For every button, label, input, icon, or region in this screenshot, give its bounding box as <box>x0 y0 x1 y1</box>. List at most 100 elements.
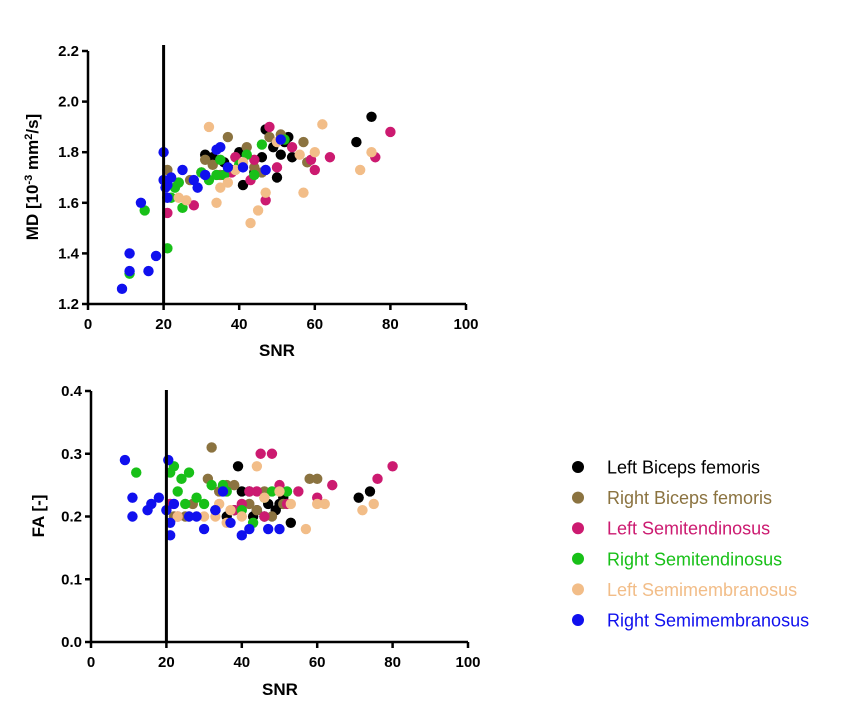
md-x-tick-label: 60 <box>306 316 323 333</box>
md-point-series-5 <box>135 197 147 208</box>
fa-point-series-5 <box>168 498 180 510</box>
md-point-series-0 <box>366 111 377 122</box>
md-point-series-3 <box>173 177 184 188</box>
fa-point-series-4 <box>285 498 297 510</box>
fa-y-tick-label: 0.1 <box>61 571 82 588</box>
md-y-title-tail: /s] <box>23 114 42 134</box>
md-x-tick-label: 40 <box>231 316 248 333</box>
fa-point-series-5 <box>191 511 202 522</box>
md-y-tick-label: 2.0 <box>58 94 79 111</box>
legend-marker <box>572 614 584 626</box>
md-y-title-exp2: 2 <box>23 134 35 140</box>
fa-point-series-0 <box>236 486 247 497</box>
fa-y-tick-label: 0.0 <box>61 634 82 651</box>
md-point-series-5 <box>192 182 203 193</box>
md-point-series-4 <box>317 119 328 130</box>
fa-point-series-0 <box>285 517 297 528</box>
legend-label: Left Semitendinosus <box>607 519 770 539</box>
fa-point-series-4 <box>357 505 368 516</box>
fa-point-series-5 <box>210 505 221 516</box>
md-y-title-base: MD [10 <box>23 184 42 240</box>
md-x-axis-title: SNR <box>259 341 295 360</box>
md-point-series-4 <box>203 121 215 133</box>
fa-point-series-1 <box>266 511 278 522</box>
fa-point-series-4 <box>225 505 236 516</box>
fa-point-series-4 <box>251 461 263 472</box>
legend-marker <box>572 522 584 535</box>
md-point-series-5 <box>116 283 128 295</box>
md-y-tick-label: 2.2 <box>58 43 79 60</box>
fa-point-series-5 <box>119 454 131 466</box>
md-y-title-exp1: -3 <box>23 175 35 185</box>
md-point-series-3 <box>249 169 260 181</box>
fa-point-series-5 <box>274 523 285 535</box>
fa-point-series-0 <box>353 492 364 503</box>
fa-point-series-5 <box>244 523 255 535</box>
md-y-tick-label: 1.8 <box>58 144 79 161</box>
md-point-series-0 <box>351 136 362 148</box>
md-point-series-4 <box>366 147 377 158</box>
fa-y-tick-label: 0.3 <box>61 446 82 463</box>
md-point-series-4 <box>245 217 256 229</box>
fa-point-series-5 <box>217 486 229 497</box>
fa-point-series-0 <box>364 486 376 497</box>
md-point-series-2 <box>324 152 336 163</box>
fa-point-series-2 <box>259 511 270 522</box>
md-point-series-3 <box>256 139 268 150</box>
fa-point-series-4 <box>300 523 312 535</box>
md-x-tick-label: 80 <box>382 316 399 333</box>
fa-ticks: 0 20 40 60 80 100 0.0 0.1 0.2 0.3 0.4 <box>61 383 480 671</box>
md-x-tick-label: 0 <box>84 316 92 333</box>
md-y-tick-label: 1.6 <box>58 195 79 212</box>
md-point-series-3 <box>211 169 222 181</box>
md-point-series-2 <box>271 162 283 173</box>
fa-point-series-5 <box>183 511 195 522</box>
fa-x-tick-label: 60 <box>309 654 326 671</box>
md-ticks: 0 20 40 60 80 100 1.2 1.4 1.6 1.8 2.0 2.2 <box>58 43 478 333</box>
fa-point-series-4 <box>274 486 285 497</box>
md-point-series-2 <box>260 195 271 206</box>
fa-point-series-1 <box>251 505 263 516</box>
md-point-series-5 <box>222 162 234 173</box>
md-point-series-2 <box>264 121 275 133</box>
fa-point-series-2 <box>372 473 383 485</box>
md-point-series-5 <box>150 250 162 262</box>
fa-point-series-5 <box>163 454 174 466</box>
legend-label: Left Biceps femoris <box>607 458 760 478</box>
fa-point-series-3 <box>172 486 183 497</box>
md-y-axis-title: MD [10-3 mm2/s] <box>23 114 42 240</box>
fa-point-series-4 <box>172 511 183 522</box>
fa-x-tick-label: 100 <box>455 654 480 671</box>
md-point-series-1 <box>222 131 234 143</box>
md-point-series-5 <box>199 169 211 181</box>
fa-point-series-5 <box>262 523 274 535</box>
md-point-series-4 <box>294 149 305 160</box>
fa-point-series-2 <box>255 448 266 459</box>
fa-point-series-5 <box>146 498 157 510</box>
md-point-series-4 <box>260 187 271 198</box>
md-point-series-2 <box>286 141 298 153</box>
md-point-series-5 <box>124 265 135 277</box>
legend-label: Right Biceps femoris <box>607 488 772 508</box>
md-point-series-1 <box>264 131 275 143</box>
fa-point-series-1 <box>304 473 315 485</box>
md-point-series-4 <box>211 197 222 208</box>
md-point-series-4 <box>354 164 366 176</box>
legend-label: Right Semimembranosus <box>607 611 809 631</box>
fa-point-series-3 <box>281 486 293 497</box>
md-x-tick-label: 20 <box>155 316 172 333</box>
fa-point-series-2 <box>387 461 398 472</box>
fa-x-tick-label: 0 <box>87 654 95 671</box>
md-point-series-3 <box>215 154 226 165</box>
fa-point-series-5 <box>198 523 210 535</box>
fa-point-series-3 <box>180 498 191 510</box>
fa-point-series-4 <box>368 498 379 510</box>
md-point-series-4 <box>309 147 320 158</box>
fa-x-tick-label: 80 <box>384 654 401 671</box>
md-y-tick-label: 1.2 <box>58 296 79 313</box>
legend-marker <box>572 583 584 596</box>
md-point-series-1 <box>241 141 252 153</box>
md-point-series-0 <box>271 172 283 183</box>
fa-y-tick-label: 0.2 <box>61 509 82 526</box>
md-point-series-4 <box>298 187 309 198</box>
